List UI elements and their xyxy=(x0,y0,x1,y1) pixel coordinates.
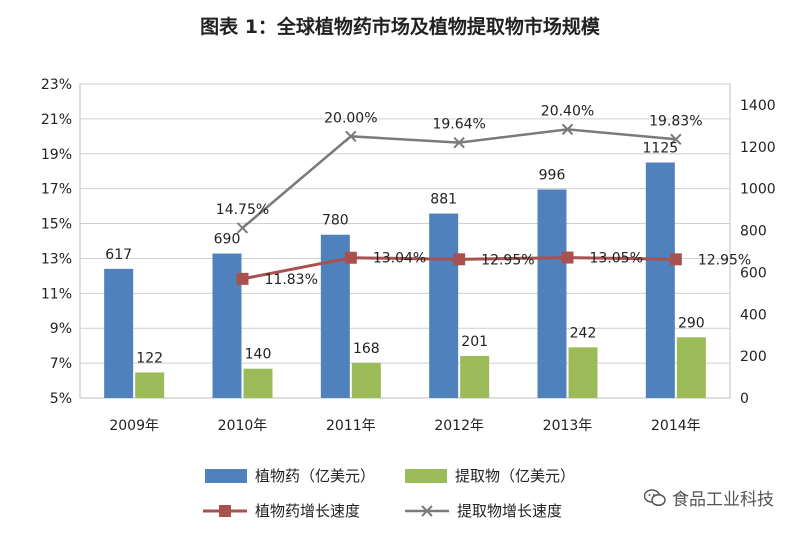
bar-extract xyxy=(135,372,165,398)
label-herbal-growth: 13.04% xyxy=(373,251,426,267)
right-tick-label: 800 xyxy=(740,224,767,240)
left-tick-label: 23% xyxy=(41,77,72,93)
label-herbal-growth: 13.05% xyxy=(590,251,643,267)
right-tick-label: 200 xyxy=(740,349,767,365)
marker-extract-growth xyxy=(561,123,574,136)
label-herbal-growth: 11.83% xyxy=(265,272,318,288)
bar-label-extract: 168 xyxy=(353,341,380,357)
bar-label-herbal: 1125 xyxy=(643,141,679,157)
left-tick-label: 21% xyxy=(41,112,72,128)
marker-herbal-growth xyxy=(669,253,682,266)
bar-extract xyxy=(568,347,598,398)
legend-label-bar1: 植物药（亿美元） xyxy=(255,467,376,485)
bar-label-herbal: 780 xyxy=(322,213,349,229)
label-extract-growth: 19.64% xyxy=(432,117,485,133)
x-tick-label: 2009年 xyxy=(109,418,159,434)
lines xyxy=(236,123,682,285)
bar-extract xyxy=(676,337,706,398)
left-tick-label: 7% xyxy=(50,356,72,372)
label-extract-growth: 14.75% xyxy=(216,202,269,218)
bar-label-extract: 140 xyxy=(245,347,272,363)
x-tick-label: 2013年 xyxy=(543,418,593,434)
marker-extract-growth xyxy=(345,130,357,143)
marker-extract-growth xyxy=(670,133,682,146)
legend-item-line2: 提取物增长速度 xyxy=(405,500,562,521)
bar-label-herbal: 617 xyxy=(105,247,132,263)
x-tick-label: 2011年 xyxy=(326,418,376,434)
label-herbal-growth: 12.95% xyxy=(481,252,534,268)
wechat-icon xyxy=(644,488,666,506)
bar-herbal xyxy=(104,268,134,398)
bar-label-extract: 201 xyxy=(461,334,488,350)
label-herbal-growth: 12.95% xyxy=(698,252,751,268)
right-tick-label: 0 xyxy=(740,391,749,407)
bar-label-herbal: 996 xyxy=(539,168,566,184)
bar-label-extract: 122 xyxy=(136,350,163,366)
marker-herbal-growth xyxy=(453,253,466,266)
right-tick-label: 1200 xyxy=(740,140,776,156)
bar-extract xyxy=(351,362,381,398)
legend-item-bar1: 植物药（亿美元） xyxy=(205,465,375,486)
label-extract-growth: 19.83% xyxy=(649,113,702,129)
label-extract-growth: 20.40% xyxy=(541,103,594,119)
bar-herbal xyxy=(537,189,567,398)
bar-extract xyxy=(460,355,490,398)
bar-herbal xyxy=(645,162,675,398)
bar-label-herbal: 881 xyxy=(430,192,457,208)
legend-swatch-line1 xyxy=(203,504,247,517)
chart-title: 图表 1：全球植物药市场及植物提取物市场规模 xyxy=(200,16,600,38)
bar-label-herbal: 690 xyxy=(214,232,241,248)
bar-label-extract: 242 xyxy=(570,325,597,341)
label-extract-growth: 20.00% xyxy=(324,110,377,126)
legend-item-line1: 植物药增长速度 xyxy=(203,500,360,521)
legend-swatch-line2 xyxy=(405,504,449,517)
axes: 5% 7% 9% 11% 13% 15% 17% 19% 21% 23% 0 200 400 600 800… xyxy=(41,77,776,434)
watermark: 食品工业科技 xyxy=(644,485,774,510)
marker-herbal-growth xyxy=(561,251,574,264)
right-tick-label: 1000 xyxy=(740,182,776,198)
left-tick-label: 11% xyxy=(41,286,72,302)
legend-label-line1: 植物药增长速度 xyxy=(255,502,361,520)
legend-item-bar2: 提取物（亿美元） xyxy=(405,465,575,486)
marker-herbal-growth xyxy=(236,272,249,285)
grid-lines xyxy=(79,83,731,399)
legend-swatch-bar2 xyxy=(405,468,447,483)
x-tick-label: 2010年 xyxy=(218,418,268,434)
right-tick-label: 600 xyxy=(740,265,767,281)
legend-label-bar2: 提取物（亿美元） xyxy=(455,467,576,485)
left-tick-label: 17% xyxy=(41,182,72,198)
left-tick-label: 19% xyxy=(41,147,72,163)
bars xyxy=(104,162,706,398)
data-labels: 617 122 690 140 780 168 881 201 996 242 1125 290 11.… xyxy=(105,103,751,366)
left-tick-label: 5% xyxy=(50,391,72,407)
left-tick-label: 13% xyxy=(41,251,72,267)
bar-extract xyxy=(243,368,273,398)
left-tick-label: 9% xyxy=(50,321,72,337)
plot-area xyxy=(79,83,731,399)
right-tick-label: 400 xyxy=(740,307,767,323)
legend-label-line2: 提取物增长速度 xyxy=(457,502,563,520)
bar-herbal xyxy=(429,213,459,398)
marker-extract-growth xyxy=(236,222,249,234)
marker-extract-growth xyxy=(453,136,465,149)
x-tick-label: 2014年 xyxy=(651,418,701,434)
right-tick-label: 1400 xyxy=(740,98,776,114)
legend-swatch-bar1 xyxy=(205,468,247,483)
watermark-text: 食品工业科技 xyxy=(672,490,774,510)
left-tick-label: 15% xyxy=(41,217,72,233)
line-extract-growth xyxy=(241,128,676,229)
bar-label-extract: 290 xyxy=(678,315,705,331)
marker-herbal-growth xyxy=(344,251,357,264)
x-tick-label: 2012年 xyxy=(434,418,484,434)
